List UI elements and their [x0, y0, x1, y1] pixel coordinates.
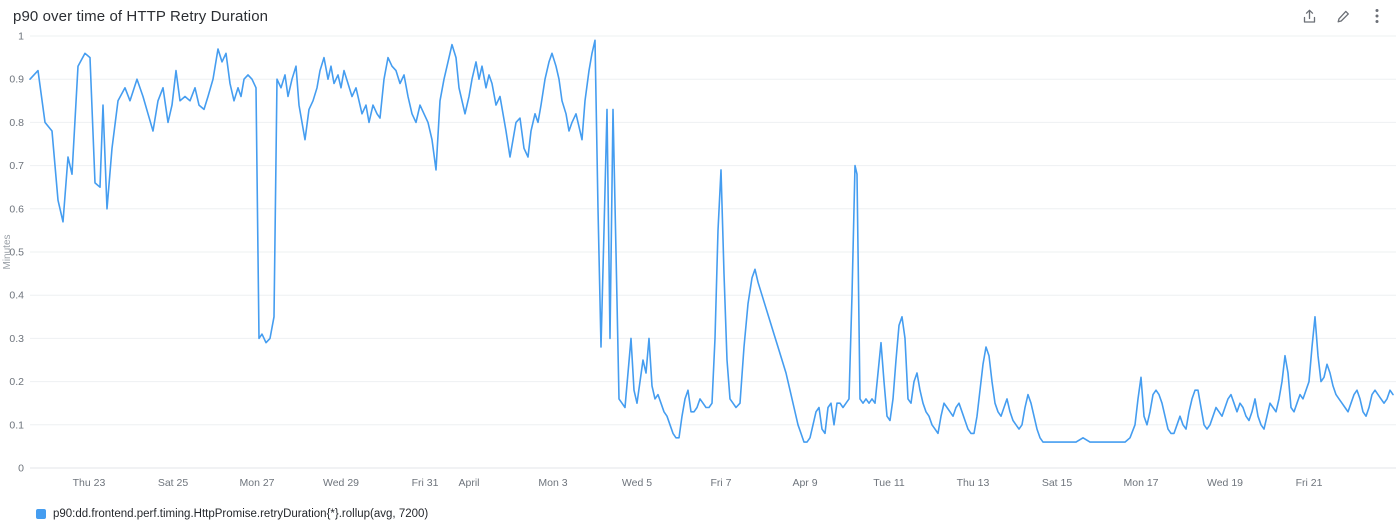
x-tick-label: Apr 9: [792, 477, 817, 489]
y-tick-label: 0.5: [9, 247, 24, 259]
widget-header: p90 over time of HTTP Retry Duration: [0, 0, 1400, 32]
y-tick-label: 1: [18, 31, 24, 43]
x-tick-label: April: [458, 477, 479, 489]
x-tick-label: Mon 3: [538, 477, 567, 489]
y-tick-label: 0.1: [9, 419, 24, 431]
y-axis-title: Minutes: [2, 234, 13, 269]
y-tick-label: 0.4: [9, 290, 24, 302]
y-tick-label: 0.2: [9, 376, 24, 388]
x-tick-label: Wed 5: [622, 477, 652, 489]
y-tick-label: 0.6: [9, 203, 24, 215]
y-tick-label: 0: [18, 463, 24, 475]
export-icon[interactable]: [1300, 7, 1318, 25]
x-tick-label: Wed 19: [1207, 477, 1243, 489]
y-tick-label: 0.8: [9, 117, 24, 129]
series-line: [29, 39, 1394, 443]
x-tick-label: Fri 31: [412, 477, 439, 489]
x-tick-label: Mon 17: [1123, 477, 1158, 489]
widget-title: p90 over time of HTTP Retry Duration: [13, 7, 269, 25]
legend-item[interactable]: p90:dd.frontend.perf.timing.HttpPromise.…: [36, 508, 428, 520]
x-tick-label: Thu 23: [73, 477, 106, 489]
x-tick-label: Sat 25: [158, 477, 189, 489]
legend-label: p90:dd.frontend.perf.timing.HttpPromise.…: [53, 508, 429, 520]
edit-icon[interactable]: [1334, 7, 1352, 25]
line-chart[interactable]: 1 0.9 0.8 0.7 0.6 0.5 0.4 0.3 0.2 0.1 0 Thu 23 Sat 2…: [0, 30, 1400, 496]
widget-toolbar: [1300, 7, 1386, 25]
y-tick-label: 0.3: [9, 333, 24, 345]
x-tick-label: Mon 27: [239, 477, 274, 489]
x-tick-label: Thu 13: [957, 477, 990, 489]
x-tick-label: Wed 29: [323, 477, 359, 489]
x-tick-label: Tue 11: [873, 477, 905, 489]
x-tick-label: Sat 15: [1042, 477, 1073, 489]
more-menu-icon[interactable]: [1368, 7, 1386, 25]
y-tick-label: 0.9: [9, 74, 24, 86]
x-tick-label: Fri 21: [1296, 477, 1323, 489]
legend-swatch: [36, 509, 46, 519]
x-tick-label: Fri 7: [711, 477, 732, 489]
y-tick-label: 0.7: [9, 160, 24, 172]
